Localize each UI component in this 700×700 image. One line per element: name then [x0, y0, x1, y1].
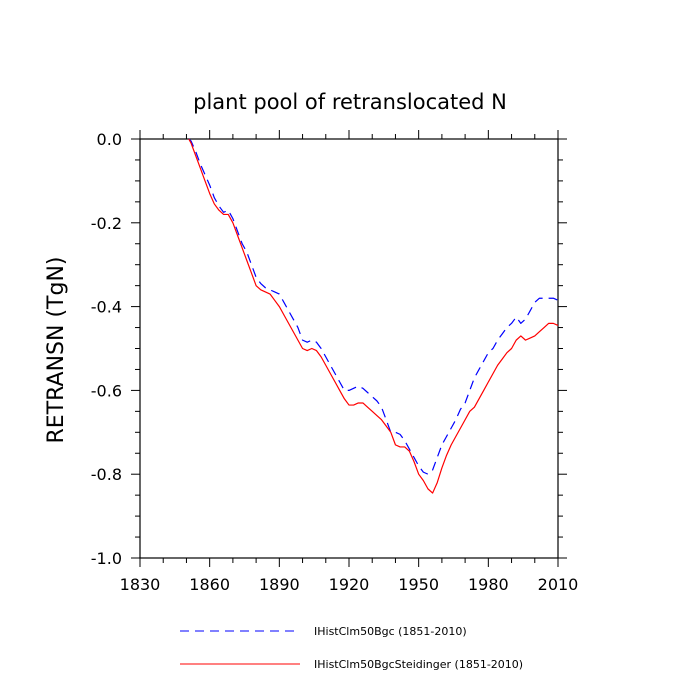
x-tick-label: 1890	[259, 575, 300, 594]
y-tick-label: -0.8	[91, 465, 122, 484]
y-axis-label: RETRANSN (TgN)	[44, 257, 69, 444]
x-tick-label: 2010	[538, 575, 579, 594]
y-tick-label: -1.0	[91, 549, 122, 568]
legend-label-1: IHistClm50Bgc (1851-2010)	[314, 625, 467, 638]
y-tick-label: -0.2	[91, 214, 122, 233]
y-tick-label: -0.6	[91, 381, 122, 400]
chart-title: plant pool of retranslocated N	[193, 90, 507, 114]
x-tick-label: 1860	[189, 575, 230, 594]
x-tick-label: 1980	[468, 575, 509, 594]
legend-label-2: IHistClm50BgcSteidinger (1851-2010)	[314, 658, 523, 671]
y-tick-label: 0.0	[97, 130, 122, 149]
y-tick-label: -0.4	[91, 298, 122, 317]
x-tick-label: 1920	[329, 575, 370, 594]
x-tick-label: 1950	[398, 575, 439, 594]
x-tick-label: 1830	[120, 575, 161, 594]
